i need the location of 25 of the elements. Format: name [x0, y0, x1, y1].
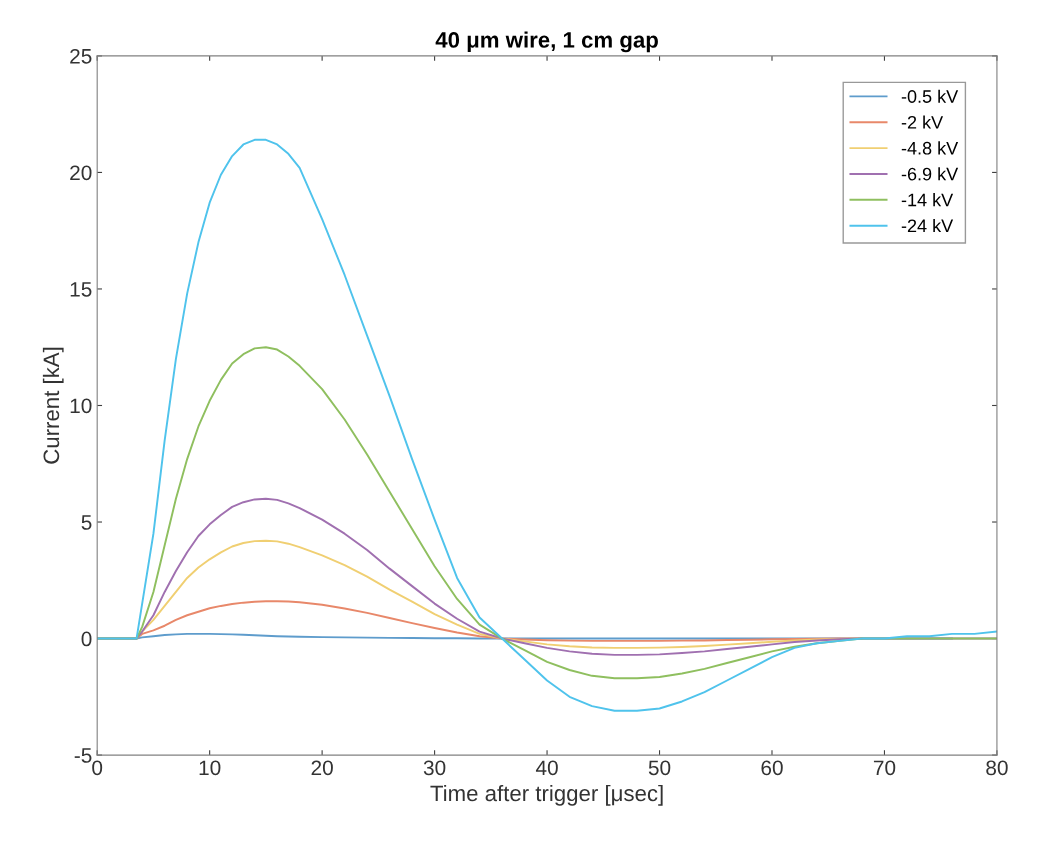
- y-tick-label: -5: [74, 748, 92, 763]
- y-tick-label: 25: [70, 48, 92, 64]
- legend-label: -6.9 kV: [901, 167, 959, 181]
- x-tick-label: 20: [311, 760, 333, 776]
- legend-label: -24 kV: [901, 218, 954, 233]
- x-tick-label: 0: [92, 760, 103, 776]
- y-tick-label: 10: [70, 398, 92, 414]
- x-tick-label: 70: [873, 760, 896, 776]
- x-axis-title: Time after trigger [μsec]: [430, 784, 663, 806]
- legend-label: -14 kV: [901, 193, 954, 207]
- y-tick-label: 5: [81, 515, 92, 530]
- x-tick-label: 40: [535, 760, 558, 776]
- chart-title: 40 μm wire, 1 cm gap: [435, 31, 658, 53]
- x-tick-label: 50: [648, 760, 671, 776]
- x-tick-label: 60: [761, 760, 783, 776]
- legend-label: -2 kV: [901, 115, 944, 129]
- y-tick-label: 20: [70, 165, 92, 181]
- y-axis-title: Current [kA]: [42, 347, 64, 464]
- y-tick-label: 15: [70, 282, 92, 297]
- y-tick-label: 0: [81, 631, 92, 647]
- x-tick-label: 30: [423, 760, 446, 776]
- x-tick-label: 10: [199, 760, 221, 776]
- legend-label: -4.8 kV: [901, 141, 959, 155]
- legend-label: -0.5 kV: [901, 89, 959, 103]
- x-tick-label: 80: [986, 760, 1008, 776]
